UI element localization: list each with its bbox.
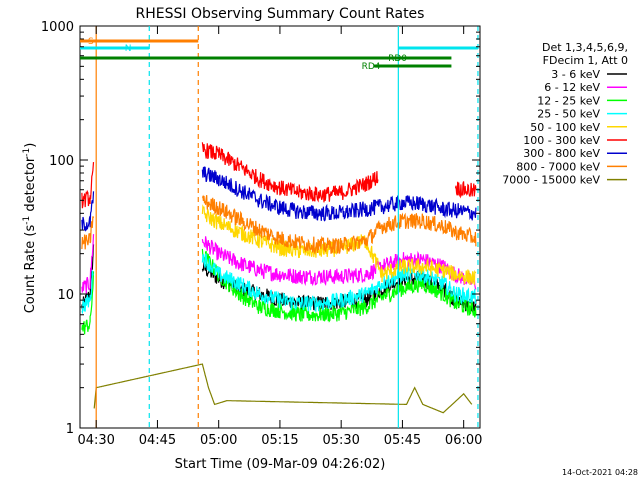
- series-1-line-segment-1: [201, 236, 477, 290]
- y-tick-label-3: 1000: [41, 20, 74, 35]
- series-1-line: [81, 234, 95, 294]
- x-tick-label-2: 05:00: [200, 433, 237, 448]
- series-6-line-segment-1: [201, 166, 477, 222]
- x-tick-label-6: 06:00: [445, 433, 482, 448]
- plot-area: S N RD0 RD4 04:30 04:45 05:00 05:15 05:30 05:45 06…: [41, 20, 482, 448]
- legend-label-8: 7000 - 15000 keV: [502, 174, 600, 187]
- x-tick-label-1: 04:45: [139, 433, 176, 448]
- x-axis-title: Start Time (09-Mar-09 04:26:02): [175, 457, 386, 472]
- y-axis-title: Count Rate (s-1 detector-1): [22, 143, 38, 314]
- legend-label-0: 3 - 6 keV: [551, 68, 600, 81]
- status-bar-label-rd4: RD4: [362, 62, 381, 72]
- footer-date: 14-Oct-2021 04:28: [562, 468, 638, 477]
- legend-label-1: 6 - 12 keV: [544, 81, 600, 94]
- status-bar-label-rd0: RD0: [388, 54, 407, 64]
- legend-label-4: 50 - 100 keV: [530, 121, 600, 134]
- x-tick-label-0: 04:30: [77, 433, 114, 448]
- series-5-line: [81, 162, 95, 209]
- x-tick-label-4: 05:30: [322, 433, 359, 448]
- legend-label-7: 800 - 7000 keV: [516, 160, 600, 173]
- series-7-line-segment-1: [201, 194, 477, 256]
- y-tick-label-2: 100: [49, 154, 74, 169]
- series-5-line-segment-1: [201, 142, 379, 203]
- y-axis-title-sup-2: -1: [22, 148, 32, 157]
- y-tick-label-0: 1: [66, 422, 74, 437]
- legend-label-6: 300 - 800 keV: [523, 147, 600, 160]
- y-axis-title-part-2: detector: [23, 156, 38, 216]
- legend-label-2: 12 - 25 keV: [537, 94, 600, 107]
- series-4-line: [201, 204, 477, 285]
- legend: Det 1,3,4,5,6,9, FDecim 1, Att 0 3 - 6 k…: [502, 41, 628, 187]
- series-5-line-segment-2: [454, 181, 477, 199]
- series-7-line: [81, 216, 95, 250]
- legend-label-5: 100 - 300 keV: [523, 134, 600, 147]
- series-3-line: [81, 270, 94, 315]
- y-axis-title-part-3: ): [23, 143, 38, 148]
- y-tick-label-1: 10: [57, 288, 74, 303]
- series-6-line: [81, 191, 95, 232]
- chart-title: RHESSI Observing Summary Count Rates: [136, 6, 425, 22]
- status-bar-label-n: N: [125, 44, 132, 54]
- legend-header-line-2: FDecim 1, Att 0: [543, 54, 628, 67]
- status-bar-label-s: S: [88, 37, 94, 47]
- x-tick-label-3: 05:15: [261, 433, 298, 448]
- y-axis-title-sup-1: -1: [22, 216, 32, 225]
- series-8-line: [93, 363, 473, 414]
- legend-header-line-1: Det 1,3,4,5,6,9,: [542, 41, 628, 54]
- series-2-line: [81, 271, 95, 335]
- series-3-line-segment-1: [201, 253, 477, 313]
- x-tick-label-5: 05:45: [384, 433, 421, 448]
- y-axis-title-part-1: Count Rate (s: [23, 225, 38, 314]
- legend-label-3: 25 - 50 keV: [537, 108, 600, 121]
- series-2-line-segment-1: [201, 248, 477, 323]
